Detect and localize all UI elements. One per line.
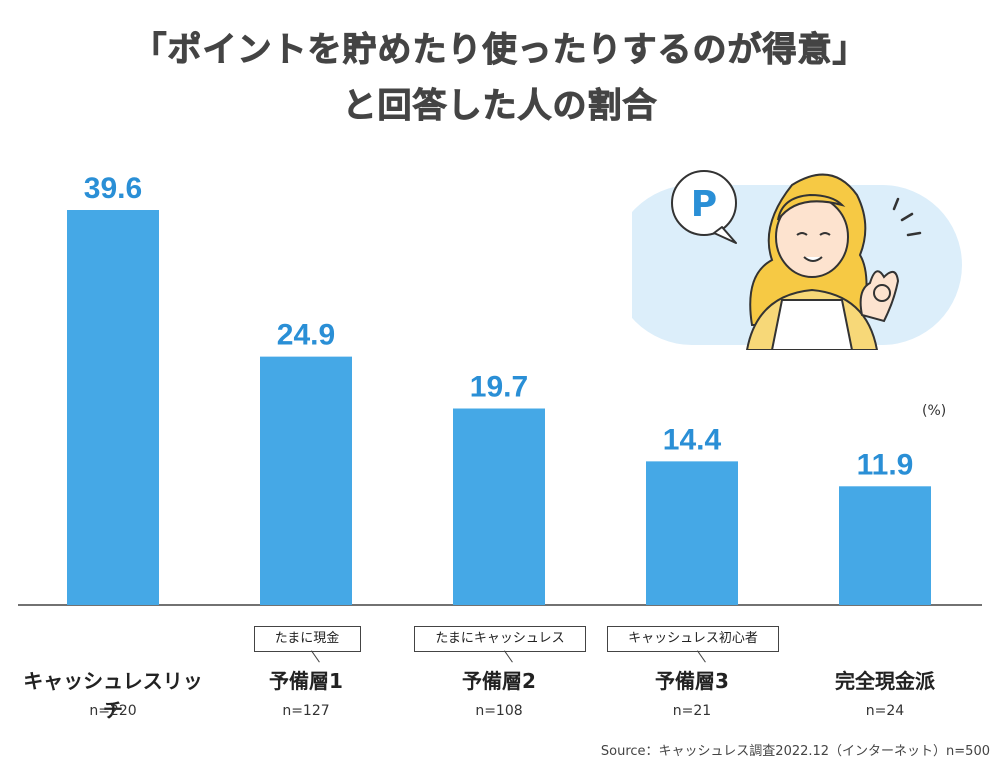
value-label-1: 39.6 <box>84 172 142 205</box>
sample-size-1: n=220 <box>89 703 137 719</box>
category-label-4: 予備層3 <box>655 669 729 693</box>
sample-size-2: n=127 <box>282 703 330 719</box>
bar-1 <box>67 210 159 605</box>
value-label-3: 19.7 <box>470 370 528 403</box>
point-badge: P <box>691 184 717 225</box>
category-tag-3: たまにキャッシュレス <box>414 626 586 652</box>
chart-title-line1: 「ポイントを貯めたり使ったりするのが得意」 <box>132 30 868 71</box>
bar-2 <box>260 356 352 605</box>
value-label-2: 24.9 <box>277 319 335 352</box>
source-note: Source：キャッシュレス調査2022.12（インターネット）n=500 <box>600 744 990 759</box>
sample-size-4: n=21 <box>672 703 712 719</box>
category-label-1: キャッシュレスリッチ <box>23 669 203 722</box>
chart-title-line2: と回答した人の割合 <box>342 86 658 127</box>
value-label-5: 11.9 <box>857 448 914 481</box>
person-icon <box>745 173 922 350</box>
unit-label: (%) <box>922 403 947 419</box>
illustration: P <box>632 170 962 350</box>
category-label-5: 完全現金派 <box>835 669 935 693</box>
category-tag-2: たまに現金 <box>253 626 361 652</box>
speech-bubble-icon: P <box>671 170 737 244</box>
sample-size-5: n=24 <box>865 703 905 719</box>
category-label-2: 予備層1 <box>269 669 343 693</box>
category-tag-4: キャッシュレス初心者 <box>607 626 779 652</box>
bar-5 <box>839 486 931 605</box>
bar-4 <box>646 461 738 605</box>
category-label-3: 予備層2 <box>462 669 536 693</box>
sample-size-3: n=108 <box>475 703 523 719</box>
value-label-4: 14.4 <box>663 423 722 456</box>
bar-3 <box>453 408 545 605</box>
